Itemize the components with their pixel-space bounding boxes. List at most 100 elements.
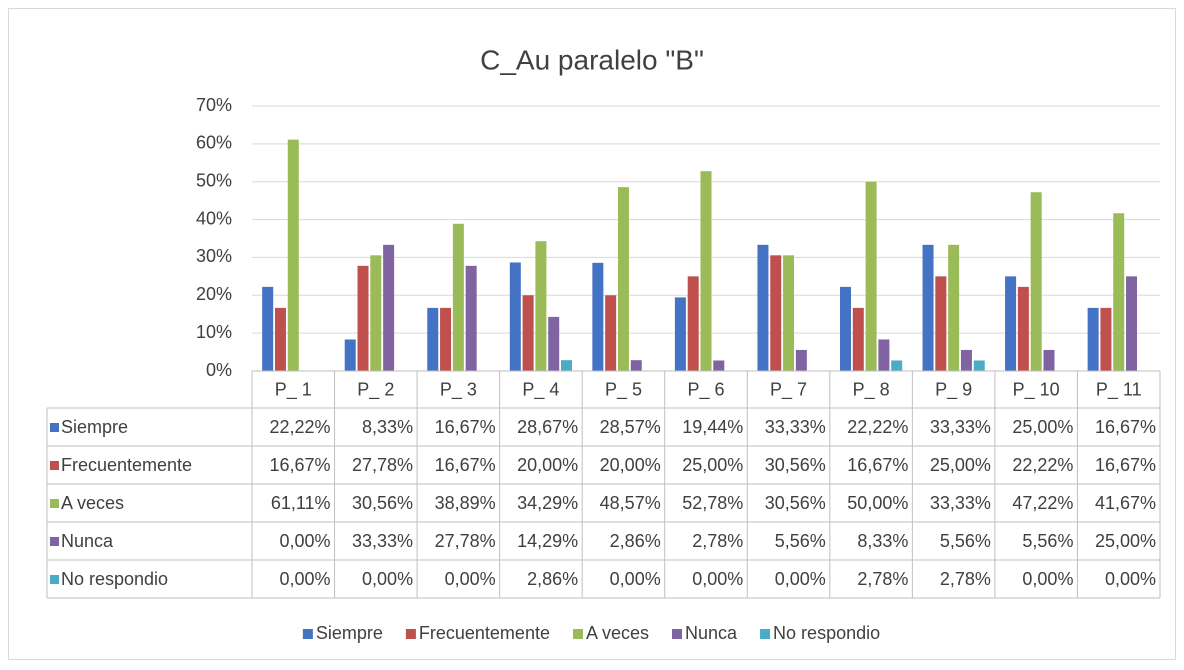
table-cell: 2,78% [692, 531, 743, 551]
bar [617, 187, 629, 371]
bar [700, 171, 712, 371]
bar [605, 295, 617, 371]
x-tick-label: P_ 6 [687, 379, 724, 400]
bar [757, 244, 769, 371]
table-cell: 33,33% [765, 417, 826, 437]
table-cell: 16,67% [269, 455, 330, 475]
bar [592, 262, 604, 371]
table-cell: 25,00% [1012, 417, 1073, 437]
table-cell: 47,22% [1012, 493, 1073, 513]
table-cell: 8,33% [362, 417, 413, 437]
bar [344, 339, 356, 371]
bar [852, 307, 864, 371]
x-tick-label: P_ 8 [853, 379, 890, 400]
table-cell: 0,00% [1105, 569, 1156, 589]
bar [287, 139, 299, 371]
table-cell: 34,29% [517, 493, 578, 513]
table-cell: 28,67% [517, 417, 578, 437]
x-tick-label: P_ 4 [522, 379, 559, 400]
bar [783, 255, 795, 371]
table-legend-swatch [50, 575, 59, 584]
table-cell: 50,00% [847, 493, 908, 513]
table-cell: 0,00% [362, 569, 413, 589]
y-tick-label: 30% [196, 246, 232, 266]
y-tick-label: 40% [196, 208, 232, 228]
legend-label: A veces [586, 623, 649, 643]
table-cell: 2,78% [940, 569, 991, 589]
bar [1017, 286, 1029, 371]
table-cell: 41,67% [1095, 493, 1156, 513]
table-cell: 0,00% [692, 569, 743, 589]
bar [1113, 213, 1125, 371]
bar [452, 223, 464, 371]
y-tick-label: 20% [196, 284, 232, 304]
bar [960, 349, 972, 371]
bar [561, 360, 573, 371]
table-cell: 0,00% [445, 569, 496, 589]
table-cell: 2,78% [857, 569, 908, 589]
bar [1100, 307, 1112, 371]
x-tick-label: P_ 5 [605, 379, 642, 400]
table-cell: 22,22% [847, 417, 908, 437]
table-cell: 0,00% [279, 569, 330, 589]
table-cell: 5,56% [940, 531, 991, 551]
bar [674, 297, 686, 371]
bar [770, 255, 782, 371]
bar [839, 286, 851, 371]
legend-swatch [572, 629, 583, 639]
bar [713, 360, 725, 371]
bar [865, 181, 877, 371]
table-cell: 27,78% [435, 531, 496, 551]
table-cell: 30,56% [765, 493, 826, 513]
y-tick-label: 50% [196, 170, 232, 190]
table-row-label: No respondio [61, 569, 168, 589]
chart-border [8, 8, 1176, 660]
table-cell: 16,67% [1095, 455, 1156, 475]
table-cell: 22,22% [269, 417, 330, 437]
legend-label: No respondio [773, 623, 880, 643]
table-cell: 2,86% [527, 569, 578, 589]
table-legend-swatch [50, 499, 59, 508]
table-cell: 33,33% [930, 417, 991, 437]
table-cell: 16,67% [435, 417, 496, 437]
table-cell: 5,56% [775, 531, 826, 551]
table-legend-swatch [50, 537, 59, 546]
bar [427, 307, 439, 371]
legend-label: Siempre [316, 623, 383, 643]
table-cell: 14,29% [517, 531, 578, 551]
table-cell: 16,67% [435, 455, 496, 475]
bar [1126, 276, 1138, 371]
table-cell: 0,00% [610, 569, 661, 589]
bar [1087, 307, 1099, 371]
x-tick-label: P_ 1 [275, 379, 312, 400]
table-cell: 30,56% [352, 493, 413, 513]
table-cell: 52,78% [682, 493, 743, 513]
legend-swatch [672, 629, 683, 639]
table-cell: 33,33% [352, 531, 413, 551]
bar [522, 295, 534, 371]
table-cell: 25,00% [930, 455, 991, 475]
table-cell: 8,33% [857, 531, 908, 551]
table-cell: 33,33% [930, 493, 991, 513]
table-cell: 25,00% [682, 455, 743, 475]
table-cell: 2,86% [610, 531, 661, 551]
bar [548, 316, 560, 371]
legend-swatch [302, 629, 313, 639]
bar [274, 307, 286, 371]
x-tick-label: P_ 7 [770, 379, 807, 400]
bar [948, 244, 960, 371]
bar [383, 244, 395, 371]
bar [973, 360, 985, 371]
x-tick-label: P_ 2 [357, 379, 394, 400]
table-cell: 27,78% [352, 455, 413, 475]
table-cell: 22,22% [1012, 455, 1073, 475]
x-tick-label: P_ 9 [935, 379, 972, 400]
table-cell: 48,57% [600, 493, 661, 513]
bar [891, 360, 903, 371]
legend-label: Nunca [685, 623, 738, 643]
y-tick-label: 60% [196, 133, 232, 153]
legend-swatch [760, 629, 771, 639]
x-tick-label: P_ 10 [1013, 379, 1060, 400]
table-cell: 25,00% [1095, 531, 1156, 551]
